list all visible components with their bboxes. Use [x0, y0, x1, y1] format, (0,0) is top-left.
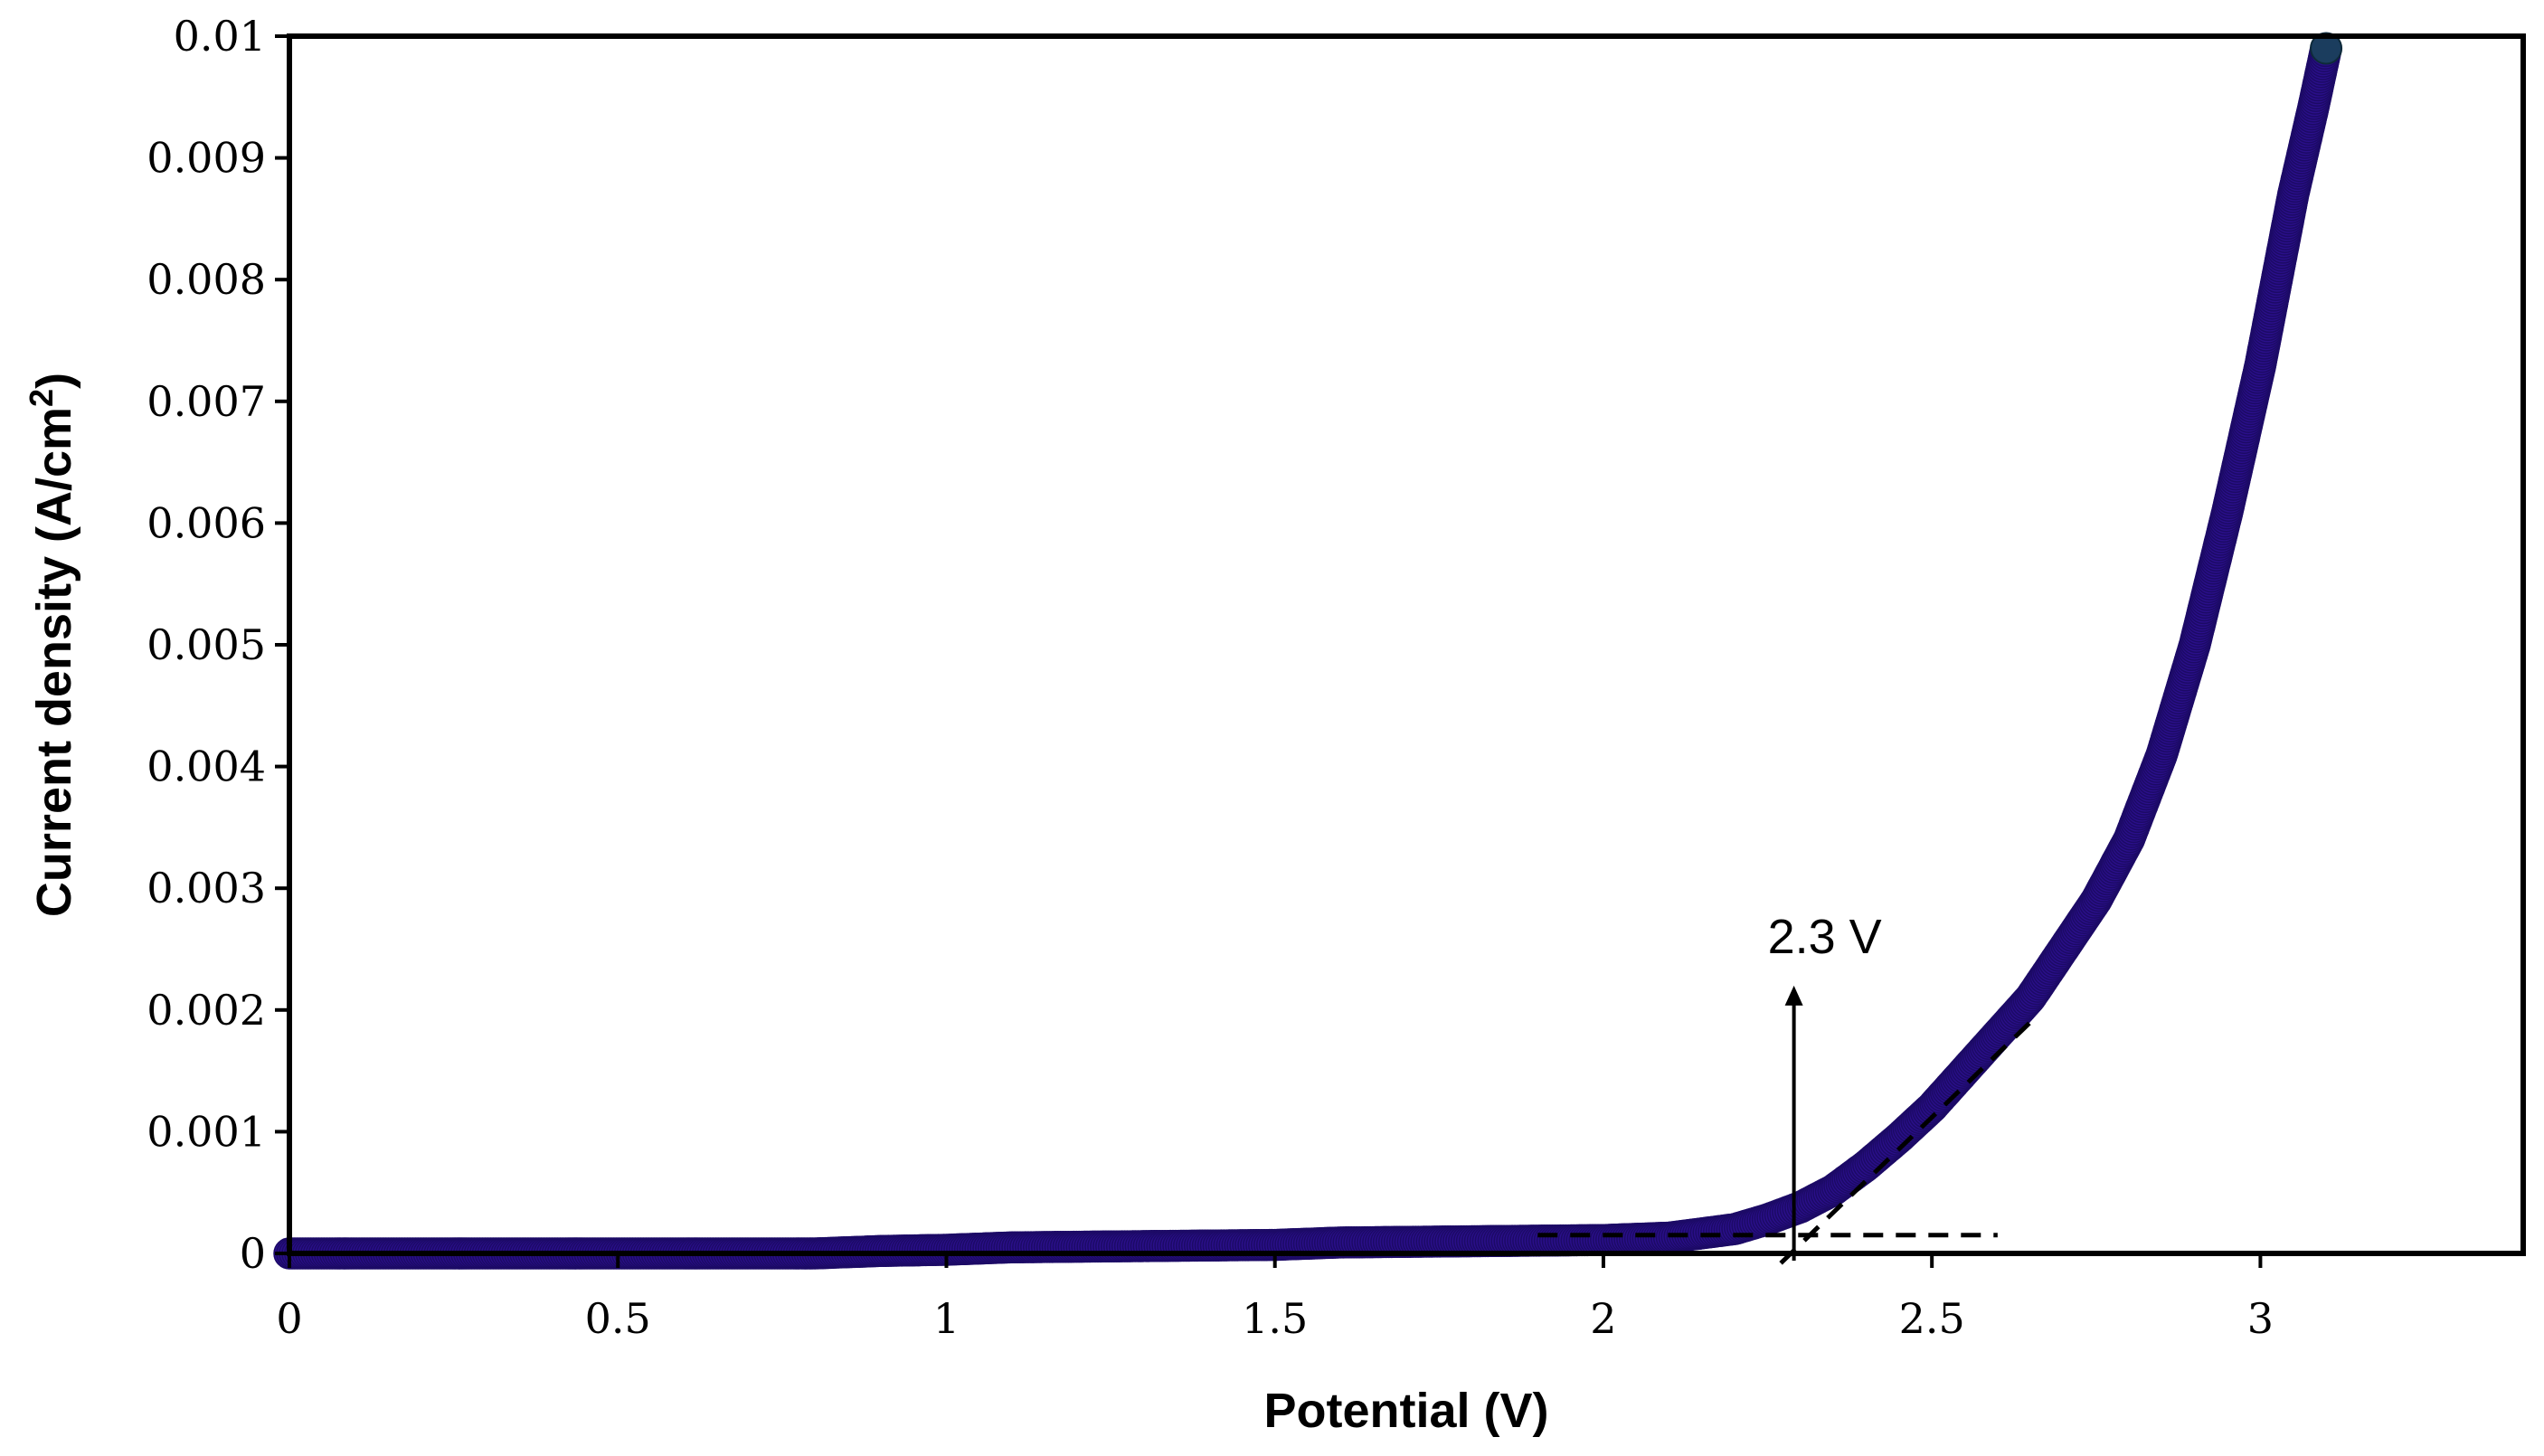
- y-tick-label: 0.003: [147, 864, 266, 912]
- y-axis-title-close: ): [27, 373, 81, 389]
- y-tick-label: 0.009: [147, 134, 266, 183]
- y-axis-title: Current density (A/cm2): [23, 373, 81, 917]
- x-tick-label: 0.5: [585, 1294, 651, 1343]
- data-point-end: [2310, 32, 2343, 65]
- y-tick-label: 0.001: [147, 1107, 266, 1156]
- y-tick-label: 0: [240, 1229, 266, 1278]
- y-tick-label: 0.006: [147, 498, 266, 547]
- onset-label: 2.3 V: [1768, 910, 1882, 964]
- y-axis-title-superscript: 2: [23, 389, 60, 407]
- x-tick-label: 1.5: [1242, 1294, 1308, 1343]
- y-tick-label: 0.004: [147, 742, 266, 791]
- x-tick-label: 2.5: [1899, 1294, 1965, 1343]
- y-tick-label: 0.01: [174, 12, 266, 61]
- y-tick-label: 0.008: [147, 255, 266, 304]
- x-tick-label: 1: [933, 1294, 960, 1343]
- onset-arrow-head: [1784, 985, 1803, 1006]
- y-axis-title-main: Current density (A/cm: [27, 407, 81, 917]
- y-tick-label: 0.007: [147, 377, 266, 426]
- annotation-layer: [1537, 985, 2032, 1265]
- x-axis: 0 0.5 1 1.5 2 2.5 3: [276, 1253, 2274, 1343]
- y-tick-label: 0.002: [147, 986, 266, 1035]
- x-tick-label: 3: [2247, 1294, 2274, 1343]
- x-tick-label: 0: [276, 1294, 302, 1343]
- y-tick-label: 0.005: [147, 620, 266, 669]
- y-axis: 0 0.001 0.002 0.003 0.004 0.005 0.006 0.007 0.00…: [147, 12, 289, 1278]
- x-axis-title: Potential (V): [1263, 1384, 1548, 1438]
- x-tick-label: 2: [1590, 1294, 1616, 1343]
- tangent-dashed-line: [1779, 1020, 2032, 1265]
